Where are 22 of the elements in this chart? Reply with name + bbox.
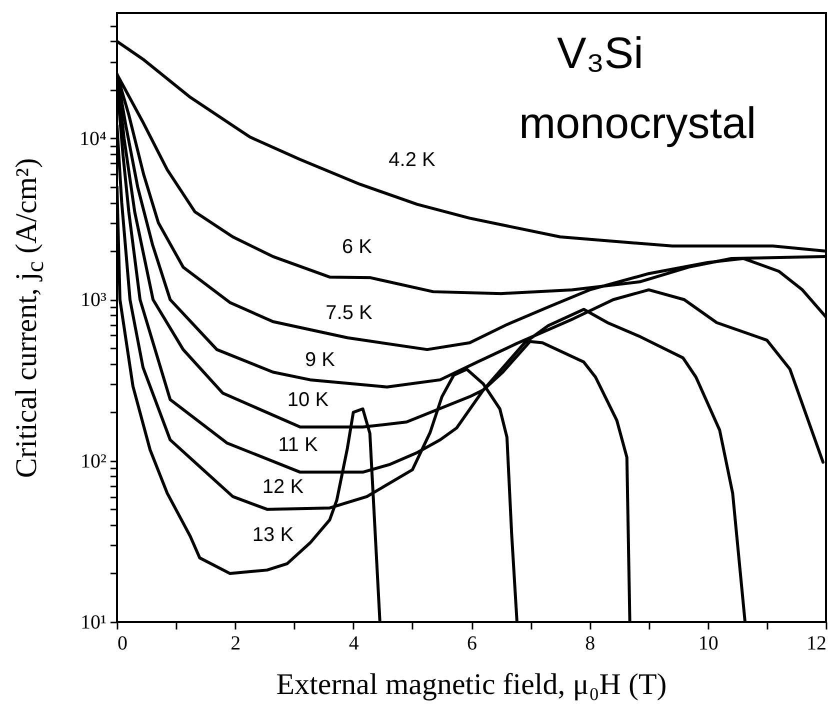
series-label: 4.2 K [388,149,436,171]
series-label: 10 K [287,389,330,411]
series-label: 6 K [342,236,373,258]
y-tick-label: 10¹ [80,612,106,634]
x-tick-label: 12 [806,632,826,654]
series-label: 12 K [262,476,304,498]
annotation: monocrystal [519,99,756,148]
annotation: V₃Si [557,29,644,78]
series-label: 11 K [278,434,318,456]
y-tick-label: 10⁴ [80,128,107,150]
series-label: 7.5 K [326,302,374,324]
x-tick-label: 8 [585,632,596,654]
series-label: 13 K [252,524,294,546]
y-tick-label: 10³ [80,289,106,312]
x-axis-title: External magnetic field, μ₀H (T) [276,668,667,702]
x-tick-label: 6 [467,632,477,654]
x-tick-label: 10 [698,632,718,654]
y-tick-label: 10² [80,450,106,472]
x-tick-label: 0 [118,632,128,654]
series-label: 9 K [304,349,336,371]
x-tick-label: 4 [348,632,359,654]
x-tick-label: 2 [230,632,241,654]
